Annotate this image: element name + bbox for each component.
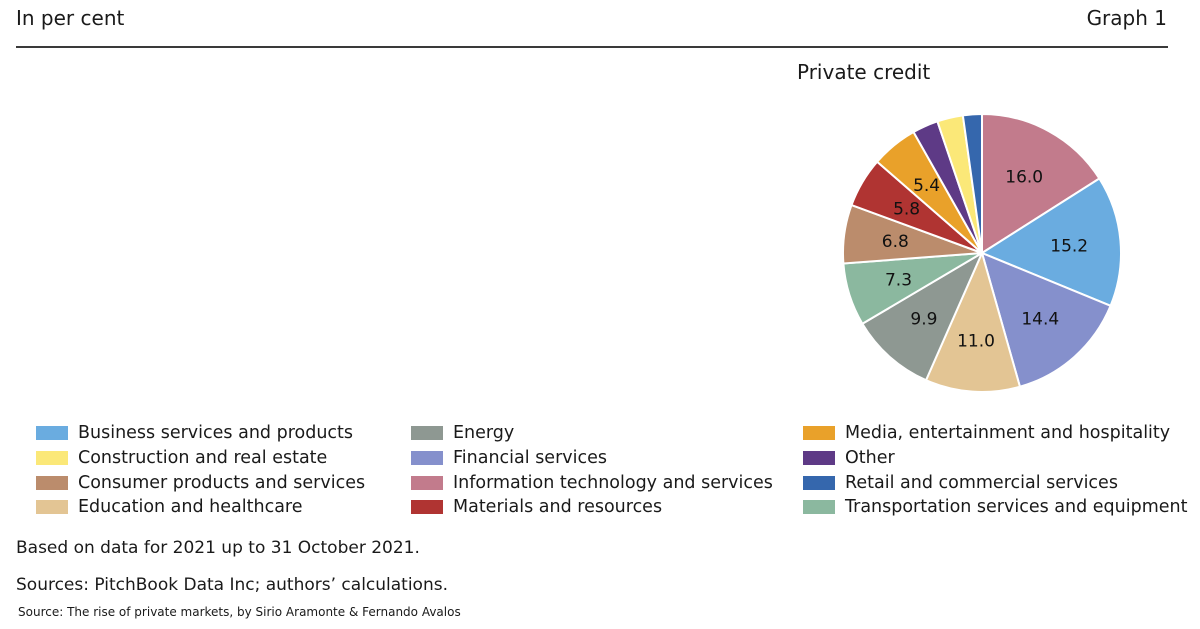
legend-item: Information technology and services (411, 473, 773, 493)
legend-label: Business services and products (78, 423, 354, 443)
pie-label-2: 14.4 (1021, 309, 1059, 329)
pie-slice-energy (860, 250, 985, 382)
pie-label-0: 16.0 (1005, 167, 1043, 187)
legend-item: Energy (411, 423, 514, 443)
note-sources: Sources: PitchBook Data Inc; authors’ ca… (16, 575, 448, 595)
legend-label: Transportation services and equipment (845, 497, 1188, 517)
legend-swatch (803, 476, 835, 490)
legend-item: Construction and real estate (36, 448, 327, 468)
pie-label-6: 6.8 (882, 232, 909, 252)
note-based-on: Based on data for 2021 up to 31 October … (16, 538, 420, 558)
pie-label-1: 15.2 (1050, 236, 1088, 256)
source-credit: Source: The rise of private markets, by … (18, 605, 461, 619)
legend-item: Other (803, 448, 895, 468)
legend-swatch (803, 426, 835, 440)
legend-label: Consumer products and services (78, 473, 366, 493)
legend-item: Education and healthcare (36, 497, 303, 517)
legend-item: Business services and products (36, 423, 353, 443)
legend-swatch (411, 500, 443, 514)
pie-label-4: 9.9 (910, 310, 937, 330)
legend-label: Energy (453, 423, 515, 443)
pie-label-8: 5.4 (913, 176, 940, 196)
legend-label: Retail and commercial services (845, 473, 1118, 493)
legend-item: Transportation services and equipment (803, 497, 1187, 517)
legend-label: Education and healthcare (78, 497, 303, 517)
legend-label: Financial services (453, 448, 607, 468)
legend-swatch (803, 451, 835, 465)
legend-label: Other (845, 448, 895, 468)
pie-slice-business-services-and-products (979, 177, 1122, 308)
pie-slice-information-technology-and-services (981, 112, 1101, 255)
legend-item: Retail and commercial services (803, 473, 1118, 493)
pie-slice-retail-and-commercial-services (961, 112, 983, 254)
units-label: In per cent (16, 6, 125, 30)
graph-label: Graph 1 (1086, 6, 1167, 30)
legend-swatch (411, 451, 443, 465)
legend-label: Construction and real estate (78, 448, 328, 468)
legend-swatch (411, 476, 443, 490)
legend-swatch (36, 476, 68, 490)
legend-label: Materials and resources (453, 497, 663, 517)
chart-title: Private credit (797, 60, 931, 84)
pie-slice-financial-services (980, 251, 1112, 388)
pie-label-3: 11.0 (957, 331, 995, 351)
pie-label-5: 7.3 (885, 270, 912, 290)
legend-item: Consumer products and services (36, 473, 365, 493)
legend-item: Media, entertainment and hospitality (803, 423, 1170, 443)
header-divider (16, 46, 1168, 48)
legend-label: Information technology and services (453, 473, 773, 493)
legend-item: Materials and resources (411, 497, 662, 517)
legend-swatch (36, 426, 68, 440)
legend-swatch (36, 451, 68, 465)
legend-label: Media, entertainment and hospitality (845, 423, 1171, 443)
legend-swatch (411, 426, 443, 440)
pie-slice-education-and-healthcare (924, 250, 1022, 393)
legend-swatch (803, 500, 835, 514)
legend-swatch (36, 500, 68, 514)
pie-label-7: 5.8 (893, 199, 920, 219)
legend-item: Financial services (411, 448, 607, 468)
